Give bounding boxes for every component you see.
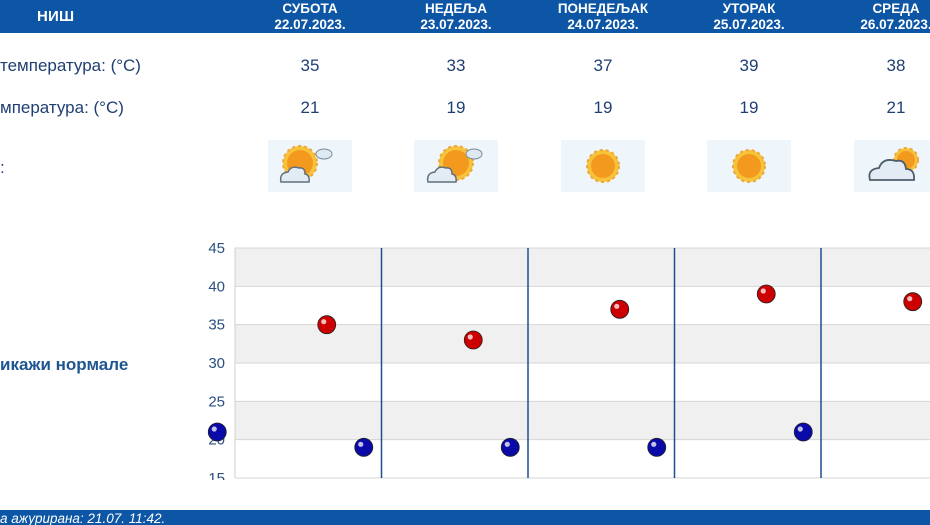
city-name: НИШ bbox=[37, 8, 75, 25]
grid-band bbox=[235, 324, 930, 363]
max-temp-value: 35 bbox=[300, 56, 320, 75]
max-temp-point bbox=[610, 299, 630, 319]
point-highlight bbox=[797, 426, 803, 432]
point-highlight bbox=[760, 288, 766, 294]
day-name: СУБОТА bbox=[282, 1, 338, 16]
show-normals-link[interactable]: икажи нормале bbox=[0, 355, 129, 374]
min-temp-point bbox=[354, 437, 374, 457]
max-temp-label: температура: (°C) bbox=[0, 56, 141, 75]
day-name: ПОНЕДЕЉАК bbox=[557, 1, 649, 16]
sun-behind-cloud-icon bbox=[268, 140, 352, 192]
day-date: 25.07.2023. bbox=[713, 17, 785, 32]
max-temp-point bbox=[317, 315, 337, 335]
sun-icon bbox=[561, 140, 645, 192]
day-name: УТОРАК bbox=[722, 1, 776, 16]
min-temp-point bbox=[500, 437, 520, 457]
point-highlight bbox=[467, 334, 473, 340]
y-tick-label: 40 bbox=[208, 278, 225, 295]
day-header-4: УТОРАК 25.07.2023. bbox=[679, 1, 819, 33]
max-temp-value: 38 bbox=[886, 56, 906, 75]
point-highlight bbox=[358, 441, 364, 447]
cloud-with-sun-icon bbox=[854, 140, 930, 192]
day-date: 24.07.2023. bbox=[567, 17, 639, 32]
sun-icon bbox=[707, 140, 791, 192]
max-temp-value: 37 bbox=[593, 56, 613, 75]
day-date: 26.07.2023. bbox=[860, 17, 930, 32]
point-highlight bbox=[321, 319, 327, 325]
day-name: НЕДЕЉА bbox=[425, 1, 487, 16]
min-temp-point bbox=[207, 422, 227, 442]
y-tick-label: 15 bbox=[208, 470, 225, 480]
max-temp-point bbox=[463, 330, 483, 350]
min-temp-point bbox=[647, 437, 667, 457]
grid-band bbox=[235, 248, 930, 287]
point-highlight bbox=[211, 426, 217, 432]
temperature-chart: 15202530354045 bbox=[207, 240, 930, 480]
point-highlight bbox=[504, 441, 510, 447]
max-temp-point bbox=[756, 284, 776, 304]
day-header-5: СРЕДА 26.07.2023. bbox=[826, 1, 930, 33]
min-temp-value: 21 bbox=[886, 98, 906, 117]
day-date: 22.07.2023. bbox=[274, 17, 346, 32]
day-date: 23.07.2023. bbox=[420, 17, 492, 32]
max-temp-point bbox=[903, 292, 923, 312]
point-highlight bbox=[614, 303, 620, 309]
day-header-2: НЕДЕЉА 23.07.2023. bbox=[386, 1, 526, 33]
min-temp-value: 19 bbox=[446, 98, 466, 117]
min-temp-label: мпература: (°C) bbox=[0, 98, 124, 117]
min-temp-value: 21 bbox=[300, 98, 320, 117]
point-highlight bbox=[651, 441, 657, 447]
grid-band bbox=[235, 401, 930, 440]
min-temp-value: 19 bbox=[739, 98, 759, 117]
min-temp-point bbox=[793, 422, 813, 442]
y-tick-label: 25 bbox=[208, 393, 225, 410]
weather-icon-label: : bbox=[0, 158, 5, 177]
day-header-3: ПОНЕДЕЉАК 24.07.2023. bbox=[533, 1, 673, 33]
forecast-header: НИШ СУБОТА 22.07.2023. НЕДЕЉА 23.07.2023… bbox=[0, 0, 930, 33]
y-tick-label: 35 bbox=[208, 317, 225, 334]
day-header-1: СУБОТА 22.07.2023. bbox=[240, 1, 380, 33]
sun-behind-cloud-icon bbox=[414, 140, 498, 192]
max-temp-value: 33 bbox=[446, 56, 466, 75]
footer-bar: а ажурирана: 21.07. 11:42. bbox=[0, 510, 930, 525]
last-updated-text: а ажурирана: 21.07. 11:42. bbox=[0, 511, 166, 525]
day-name: СРЕДА bbox=[872, 1, 920, 16]
min-temp-value: 19 bbox=[593, 98, 613, 117]
y-tick-label: 30 bbox=[208, 355, 225, 372]
max-temp-value: 39 bbox=[739, 56, 759, 75]
point-highlight bbox=[907, 296, 913, 302]
y-tick-label: 45 bbox=[208, 240, 225, 257]
